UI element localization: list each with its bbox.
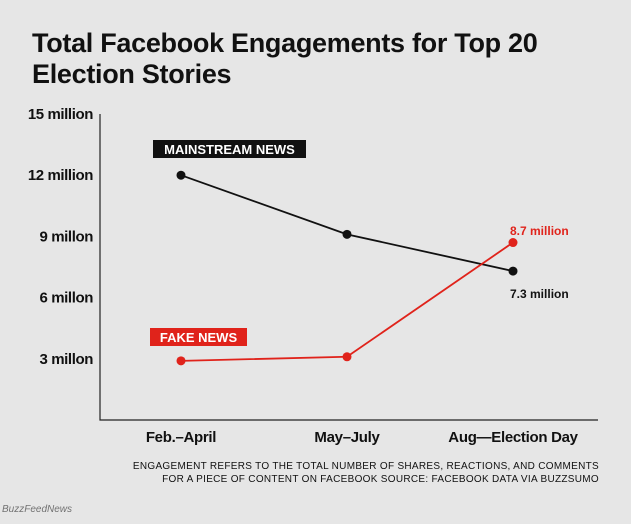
axis-lines — [99, 114, 598, 421]
y-axis-ticks: 15 million 12 million 9 millon 6 millon 3 mi… — [28, 106, 94, 368]
data-point — [176, 356, 186, 366]
y-tick-label: 3 millon — [40, 351, 94, 368]
x-tick-label: May–July — [314, 429, 380, 446]
data-point — [176, 170, 186, 180]
y-tick-label: 15 million — [28, 106, 93, 123]
y-tick-label: 9 millon — [40, 228, 94, 245]
chart-axes — [99, 114, 598, 421]
source-credit: BuzzFeedNews — [2, 504, 73, 515]
x-tick-label: Feb.–April — [146, 429, 216, 446]
data-point — [342, 229, 352, 239]
fake-label-bg — [150, 328, 247, 346]
data-point — [342, 352, 352, 362]
mainstream-end-label: 7.3 million — [510, 287, 569, 301]
chart-title: Total Facebook Engagements for Top 20 El… — [32, 28, 538, 89]
mainstream-label-bg — [153, 140, 306, 158]
x-axis-ticks: Feb.–April May–July Aug—Election Day — [146, 429, 579, 446]
fake-end-label: 8.7 million — [510, 224, 569, 238]
data-point — [508, 266, 518, 276]
series-line — [180, 174, 514, 272]
x-tick-label: Aug—Election Day — [448, 429, 578, 446]
y-tick-label: 12 million — [28, 167, 93, 184]
y-tick-label: 6 millon — [40, 290, 94, 307]
fake-series-label: FAKE NEWS — [160, 330, 238, 345]
data-point — [508, 238, 518, 248]
mainstream-series-label: MAINSTREAM NEWS — [164, 142, 295, 157]
footnote-line-1: ENGAGEMENT REFERS TO THE TOTAL NUMBER OF… — [132, 461, 599, 472]
chart-series — [176, 170, 518, 366]
chart-labels: MAINSTREAM NEWS FAKE NEWS 7.3 million 8.7 m… — [150, 140, 569, 346]
chart-footnote: ENGAGEMENT REFERS TO THE TOTAL NUMBER OF… — [79, 460, 599, 486]
footnote-line-2: FOR A PIECE OF CONTENT ON FACEBOOK SOURC… — [162, 474, 599, 485]
